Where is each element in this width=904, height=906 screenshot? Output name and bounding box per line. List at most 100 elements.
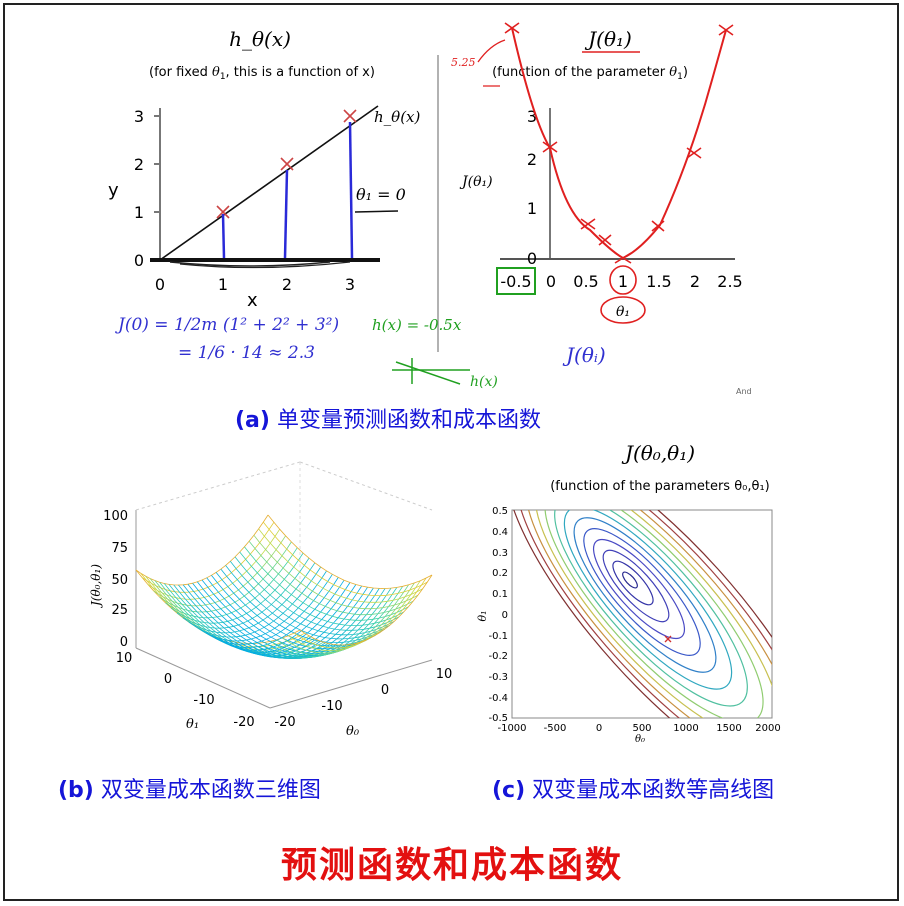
right-xtick: 0 [546,272,556,291]
zaxis-tick: 50 [111,573,128,588]
mesh-line [215,572,381,647]
contour-ellipse [554,510,748,707]
contour-xtick: 500 [632,723,651,734]
contour-ytick: -0.2 [488,651,508,662]
contour-ellipse [592,538,686,640]
mesh-line [262,521,428,596]
contour-xlabel: θ₀ [635,734,645,745]
left-title: h_θ(x) [229,27,291,51]
theta1-tick: -20 [233,715,254,730]
surface-mesh [135,514,433,659]
mesh-line [153,535,286,607]
left-ytick: 0 [134,251,144,270]
theta0-label: θ₀ [346,724,360,739]
contour-ellipse [602,549,670,623]
mesh-line [247,588,380,659]
mesh-line [241,587,374,659]
mesh-line [211,575,376,650]
mesh-line [229,585,363,657]
theta1-tick: -10 [193,693,214,708]
zaxis-tick: 75 [111,541,128,556]
right-xlabel: θ₁ [616,304,630,320]
theta-label: θ₁ = 0 [356,185,406,204]
contour-title: J(θ₀,θ₁) [621,441,695,465]
right-title: J(θ₁) [584,27,632,51]
contour-xtick: 1500 [716,723,741,734]
right-ytick: 1 [527,199,537,218]
left-xtick: 0 [155,275,165,294]
contour-ylabel: θ₁ [476,610,489,621]
theta0-tick: -20 [274,715,295,730]
contour-ytick: 0.4 [492,527,508,538]
right-ytick: 0 [527,249,537,268]
theta1-tick: 10 [116,651,133,666]
contour-ytick: 0.1 [492,589,508,600]
contour-ytick: 0 [502,610,508,621]
hand-green: h(x) = -0.5x h(x) [372,316,498,390]
contour-ellipse [573,517,717,673]
panel-b-surface: 100 75 50 25 0 J(θ₀,θ₁) 10 0 -10 -20 -20… [89,461,452,739]
zaxis-tick: 0 [120,635,128,650]
theta0-tick: 0 [381,683,389,698]
contour-ellipse [515,510,772,718]
mesh-line [220,568,386,644]
right-xtick: 2.5 [717,272,742,291]
caption-b: (b) 双变量成本函数三维图 [58,778,321,803]
contour-xtick: -500 [544,723,567,734]
zaxis-label: J(θ₀,θ₁) [89,564,103,609]
panel-c-contour: J(θ₀,θ₁) (function of the parameters θ₀,… [476,441,781,745]
right-xtick: 0.5 [573,272,598,291]
mesh-line [252,588,386,659]
contour-ytick: -0.5 [488,713,508,724]
mesh-line [258,528,423,603]
contour-xtick: 0 [596,723,602,734]
contour-ellipse [512,510,772,718]
mesh-line [223,584,357,655]
contour-ellipse [524,510,772,718]
contour-ytick: -0.3 [488,672,508,683]
figure-frame [3,3,899,901]
contour-subtitle: (function of the parameters θ₀,θ₁) [550,479,770,494]
mesh-line [239,551,404,626]
left-xtick: 1 [218,275,228,294]
right-ytick: 2 [527,150,537,169]
theta1-tick: 0 [164,672,172,687]
contour-ytick: 0.5 [492,506,508,517]
contour-ellipse [583,528,701,656]
hand-jtheta: J(θᵢ) [562,343,606,367]
right-xtick: 2 [690,272,700,291]
mesh-line [267,514,433,589]
theta0-tick: -10 [321,699,342,714]
contour-xtick: 1000 [673,723,698,734]
zaxis-tick: 100 [103,509,128,524]
corner-text: And [736,387,752,396]
mesh-line [229,561,395,636]
contour-ytick: -0.1 [488,631,508,642]
mesh-line [206,577,371,652]
left-ytick: 1 [134,203,144,222]
hand-hx: h(x) = -0.5x [372,316,462,334]
mesh-line [288,580,421,652]
highlight-box [496,267,536,295]
caption-a: (a) 单变量预测函数和成本函数 [235,408,541,433]
left-xtick: 2 [282,275,292,294]
left-xlabel: x [247,290,258,311]
hand-eq1: J(0) = 1/2m (1² + 2² + 3²) [115,315,339,335]
contour-ellipse [534,510,772,718]
mesh-line [225,565,390,640]
mesh-line [253,534,419,610]
mesh-line [299,574,433,646]
mesh-line [147,528,281,600]
contour-ellipse [563,510,733,690]
line-label: h_θ(x) [374,108,421,126]
mesh-line [141,522,275,593]
right-xtick: -0.5 [500,272,531,291]
zaxis-tick: 25 [111,603,128,618]
left-subtitle: (for fixed θ1, this is a function of x) [149,65,375,82]
right-xtick: 1 [618,272,628,291]
left-ytick: 2 [134,155,144,174]
right-xtick: 1.5 [646,272,671,291]
hand-note: 5.25 [451,56,476,69]
left-ylabel: y [108,180,119,201]
contour-xtick: 2000 [755,723,780,734]
